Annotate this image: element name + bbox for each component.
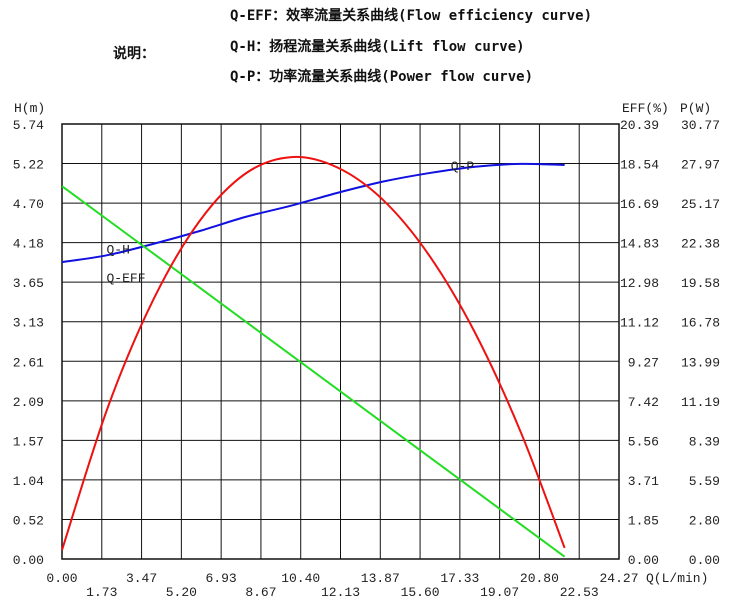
eff-tick-label: 3.71 xyxy=(628,474,659,489)
x-tick-label: 19.07 xyxy=(480,585,519,600)
p-tick-label: 22.38 xyxy=(681,237,720,252)
y-left-axis-label: H(m) xyxy=(14,101,45,116)
x-tick-label: 13.87 xyxy=(361,571,400,586)
h-tick-label: 1.04 xyxy=(13,474,44,489)
eff-tick-label: 18.54 xyxy=(620,158,659,173)
y-p-axis-label: P(W) xyxy=(680,101,711,116)
p-tick-label: 13.99 xyxy=(681,355,720,370)
p-tick-label: 0.00 xyxy=(689,553,720,568)
p-tick-label: 19.58 xyxy=(681,276,720,291)
h-tick-label: 3.65 xyxy=(13,276,44,291)
x-tick-label: 5.20 xyxy=(166,585,197,600)
h-tick-label: 4.70 xyxy=(13,197,44,212)
h-tick-label: 4.18 xyxy=(13,237,44,252)
x-tick-label: 8.67 xyxy=(245,585,276,600)
eff-tick-label: 16.69 xyxy=(620,197,659,212)
h-tick-label: 0.00 xyxy=(13,553,44,568)
x-tick-label: 24.27 xyxy=(599,571,638,586)
x-tick-label: 20.80 xyxy=(520,571,559,586)
p-tick-label: 8.39 xyxy=(689,434,720,449)
plot-frame xyxy=(61,123,620,560)
curve-label: Q-EFF xyxy=(106,271,145,286)
p-tick-label: 25.17 xyxy=(681,197,720,212)
curve-label: Q-H xyxy=(106,242,129,257)
eff-tick-label: 1.85 xyxy=(628,513,659,528)
p-tick-label: 30.77 xyxy=(681,118,720,133)
h-tick-label: 1.57 xyxy=(13,434,44,449)
p-tick-label: 5.59 xyxy=(689,474,720,489)
x-tick-label: 22.53 xyxy=(560,585,599,600)
x-tick-label: 0.00 xyxy=(46,571,77,586)
y-eff-axis-label: EFF(%) xyxy=(622,101,669,116)
h-tick-label: 5.22 xyxy=(13,158,44,173)
series-line-h xyxy=(61,185,566,558)
curve-label: Q-P xyxy=(451,159,475,174)
h-tick-label: 2.61 xyxy=(13,355,44,370)
x-tick-label: 15.60 xyxy=(401,585,440,600)
h-tick-label: 5.74 xyxy=(13,118,44,133)
series-line-p xyxy=(61,162,565,264)
legend-item-q-eff: Q-EFF：效率流量关系曲线(Flow efficiency curve) xyxy=(230,8,593,24)
eff-tick-label: 20.39 xyxy=(620,118,659,133)
h-tick-label: 2.09 xyxy=(13,395,44,410)
x-tick-label: 6.93 xyxy=(206,571,237,586)
legend-item-q-p: Q-P：功率流量关系曲线(Power flow curve) xyxy=(230,69,534,85)
series-line-eff xyxy=(61,155,566,551)
x-tick-label: 10.40 xyxy=(281,571,320,586)
eff-tick-label: 12.98 xyxy=(620,276,659,291)
eff-tick-label: 9.27 xyxy=(628,355,659,370)
x-tick-label: 1.73 xyxy=(86,585,117,600)
p-tick-label: 27.97 xyxy=(681,158,720,173)
eff-tick-label: 7.42 xyxy=(628,395,659,410)
h-tick-label: 3.13 xyxy=(13,316,44,331)
x-axis-label: Q(L/min) xyxy=(646,571,708,586)
eff-tick-label: 0.00 xyxy=(628,553,659,568)
x-tick-label: 3.47 xyxy=(126,571,157,586)
legend-item-q-h: Q-H：扬程流量关系曲线(Lift flow curve) xyxy=(230,39,525,55)
p-tick-label: 11.19 xyxy=(681,395,720,410)
legend-heading: 说明： xyxy=(113,46,155,62)
eff-tick-label: 11.12 xyxy=(620,316,659,331)
eff-tick-label: 5.56 xyxy=(628,434,659,449)
x-tick-label: 17.33 xyxy=(440,571,479,586)
p-tick-label: 16.78 xyxy=(681,316,720,331)
eff-tick-label: 14.83 xyxy=(620,237,659,252)
p-tick-label: 2.80 xyxy=(689,513,720,528)
h-tick-label: 0.52 xyxy=(13,513,44,528)
x-tick-label: 12.13 xyxy=(321,585,360,600)
